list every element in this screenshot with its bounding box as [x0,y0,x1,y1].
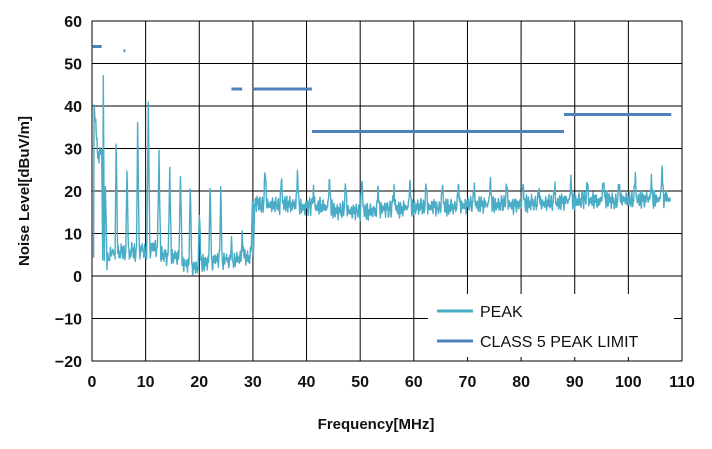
x-tick-label-7: 70 [459,374,477,391]
x-tick-label-2: 20 [190,374,208,391]
y-axis-ticks: −20 −10 0 10 20 30 40 50 60 [55,14,82,371]
series-line-peak [92,74,671,276]
x-tick-label-5: 50 [351,374,369,391]
x-axis-label: Frequency[MHz] [318,416,435,433]
x-axis-ticks: 0 10 20 30 40 50 60 70 80 90 100 110 [88,374,695,391]
x-tick-label-0: 0 [88,374,97,391]
legend: PEAK CLASS 5 PEAK LIMIT [428,294,674,357]
x-tick-label-9: 90 [566,374,584,391]
x-tick-label-1: 10 [137,374,155,391]
y-tick-label-4: 20 [64,184,82,201]
y-tick-label-0: −20 [55,354,82,371]
series-0 [92,74,671,276]
legend-label-class5-peak-limit: CLASS 5 PEAK LIMIT [480,334,639,351]
legend-label-peak: PEAK [480,304,523,321]
y-tick-label-7: 50 [64,57,82,74]
y-tick-label-1: −10 [55,312,82,329]
y-tick-label-6: 40 [64,99,82,116]
plot-area-frame [91,20,683,362]
x-tick-label-8: 80 [512,374,530,391]
series-layer [92,45,672,276]
series-1 [92,45,672,133]
y-tick-label-5: 30 [64,142,82,159]
x-tick-label-10: 100 [615,374,642,391]
y-tick-label-2: 0 [73,269,82,286]
x-tick-label-4: 40 [298,374,316,391]
y-tick-label-8: 60 [64,14,82,31]
y-axis-label: Noise Level[dBuV/m] [16,116,33,266]
legend-box [428,294,674,357]
x-tick-label-6: 60 [405,374,423,391]
x-tick-label-3: 30 [244,374,262,391]
x-tick-label-11: 110 [669,374,695,391]
y-tick-label-3: 10 [64,227,82,244]
